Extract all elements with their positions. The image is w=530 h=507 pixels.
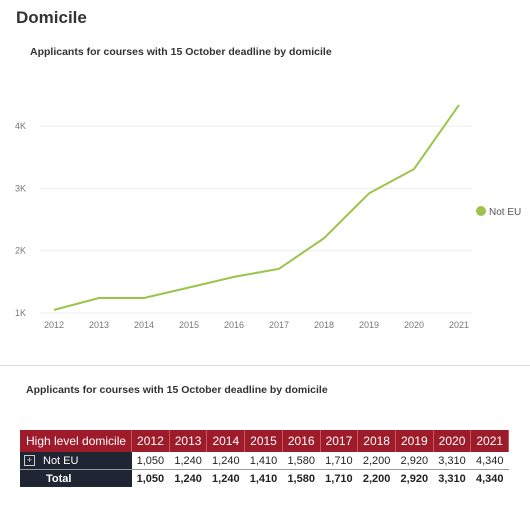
header-year[interactable]: 2021 — [470, 430, 510, 452]
x-tick-label: 2015 — [179, 320, 199, 330]
table-cell: 2,200 — [362, 454, 391, 467]
y-tick-label: 2K — [15, 246, 26, 256]
x-tick-label: 2021 — [449, 320, 469, 330]
y-tick-label: 3K — [15, 183, 26, 193]
table-cell: 4,340 — [470, 469, 509, 487]
data-table: High level domicile 2012 2013 2014 2015 2016… — [20, 430, 510, 487]
table-cell: 1,710 — [320, 469, 358, 487]
x-tick-label: 2012 — [44, 320, 64, 330]
table-cell: 1,050 — [131, 469, 170, 487]
header-domicile[interactable]: High level domicile — [20, 430, 133, 452]
x-tick-label: 2013 — [89, 320, 109, 330]
chart-title: Applicants for courses with 15 October d… — [30, 46, 332, 58]
table-cell: 1,050 — [136, 454, 165, 467]
table-cell: 3,310 — [433, 469, 471, 487]
table-cell: 2,200 — [357, 469, 396, 487]
legend[interactable]: Not EU — [476, 206, 521, 218]
x-tick-label: 2014 — [134, 320, 154, 330]
table-cell: 1,410 — [244, 469, 283, 487]
x-tick-label: 2017 — [269, 320, 289, 330]
header-year[interactable]: 2014 — [206, 430, 246, 452]
table-title: Applicants for courses with 15 October d… — [26, 384, 328, 396]
header-year[interactable]: 2015 — [244, 430, 283, 452]
table-cell: 1,710 — [325, 454, 353, 467]
table-header-row: High level domicile 2012 2013 2014 2015 2016… — [20, 430, 510, 452]
expand-icon[interactable]: + — [24, 455, 35, 467]
y-tick-label: 4K — [15, 121, 26, 131]
table-cell: 1,410 — [249, 454, 278, 467]
table-cell: 2,920 — [395, 469, 434, 487]
table-cell: 1,240 — [169, 469, 207, 487]
row-label: Total — [46, 472, 72, 485]
page-title: Domicile — [16, 8, 87, 27]
header-year[interactable]: 2012 — [131, 430, 170, 452]
section-divider — [0, 365, 530, 366]
x-tick-label: 2020 — [404, 320, 424, 330]
row-label-cell: Total — [20, 469, 132, 487]
header-year[interactable]: 2019 — [395, 430, 434, 452]
series-line-not-eu — [53, 104, 460, 311]
legend-marker — [476, 206, 486, 216]
header-year[interactable]: 2017 — [320, 430, 359, 452]
table-cell: 1,240 — [174, 454, 202, 467]
table-cell: 1,580 — [287, 454, 315, 467]
table-row: + Not EU 1,050 1,240 1,240 1,410 1,580 1,710 2,… — [20, 452, 509, 470]
legend-label: Not EU — [489, 207, 521, 218]
table-cell: 3,310 — [438, 454, 466, 467]
x-tick-label: 2019 — [359, 320, 379, 330]
table-cell: 1,240 — [206, 469, 245, 487]
header-year[interactable]: 2013 — [169, 430, 208, 452]
table-cell: 2,920 — [400, 454, 429, 467]
x-tick-label: 2016 — [224, 320, 244, 330]
header-year[interactable]: 2018 — [357, 430, 396, 452]
header-year[interactable]: 2020 — [433, 430, 472, 452]
line-chart: 1K 2K 3K 4K 2012 2013 2014 2015 2016 2017 2018 201… — [15, 104, 521, 330]
row-label: Not EU — [43, 454, 79, 467]
table-cell: 1,580 — [282, 469, 321, 487]
header-year[interactable]: 2016 — [282, 430, 321, 452]
row-label-cell: + Not EU — [20, 452, 132, 470]
x-tick-label: 2018 — [314, 320, 334, 330]
y-tick-label: 1K — [15, 308, 26, 318]
table-cell: 1,240 — [212, 454, 240, 467]
table-cell: 4,340 — [475, 454, 504, 467]
table-total-row: Total 1,050 1,240 1,240 1,410 1,580 1,710 2,20… — [20, 469, 509, 487]
